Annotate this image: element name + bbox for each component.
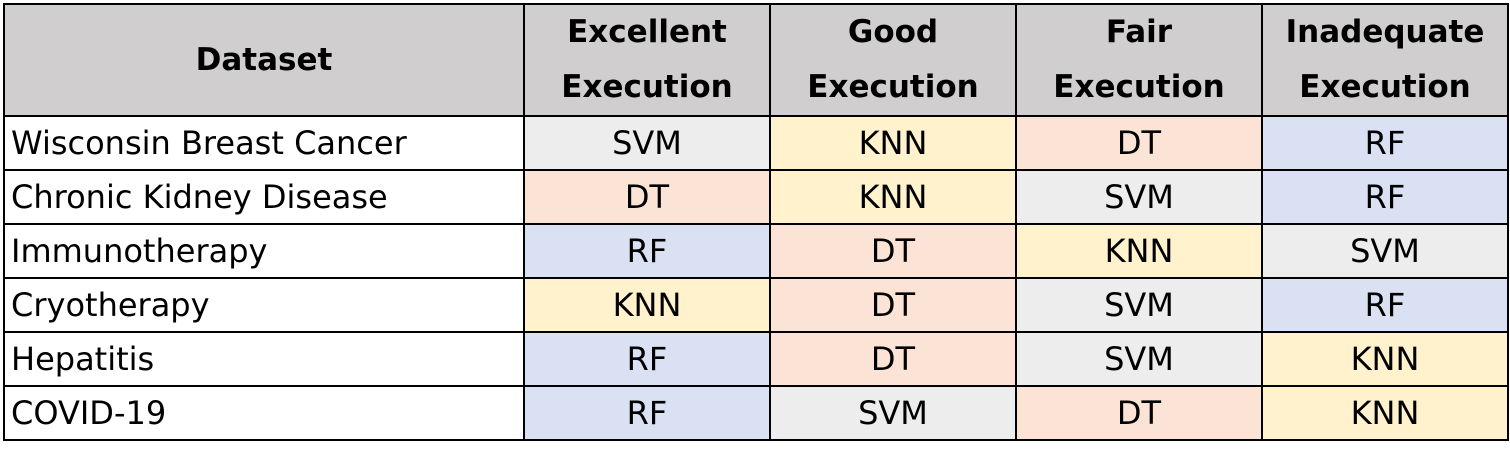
result-cell: DT (769, 223, 1017, 279)
header-inadequate-line2: Execution (1299, 69, 1471, 105)
result-cell: RF (523, 331, 771, 387)
header-fair-execution: Fair Execution (1015, 3, 1263, 117)
result-cell: DT (1015, 115, 1263, 171)
header-excellent-line2: Execution (561, 69, 733, 105)
result-cell: DT (1015, 385, 1263, 441)
result-cell: RF (1261, 115, 1509, 171)
result-cell: RF (1261, 277, 1509, 333)
table-row: Immunotherapy RF DT KNN SVM (3, 223, 1509, 279)
header-inadequate-line1: Inadequate (1285, 14, 1485, 50)
result-cell: RF (1261, 169, 1509, 225)
table-row: Wisconsin Breast Cancer SVM KNN DT RF (3, 115, 1509, 171)
result-cell: RF (523, 385, 771, 441)
dataset-cell: Hepatitis (3, 331, 525, 387)
header-excellent-execution: Excellent Execution (523, 3, 771, 117)
result-cell: KNN (769, 115, 1017, 171)
header-fair-line1: Fair (1105, 14, 1173, 50)
result-cell: SVM (523, 115, 771, 171)
result-cell: KNN (1261, 331, 1509, 387)
header-good-line2: Execution (807, 69, 979, 105)
results-table: Dataset Excellent Execution Good Execution… (3, 3, 1509, 441)
header-good-execution: Good Execution (769, 3, 1017, 117)
result-cell: SVM (1261, 223, 1509, 279)
result-cell: KNN (1261, 385, 1509, 441)
dataset-cell: Cryotherapy (3, 277, 525, 333)
table-row: Cryotherapy KNN DT SVM RF (3, 277, 1509, 333)
result-cell: SVM (1015, 277, 1263, 333)
result-cell: DT (523, 169, 771, 225)
result-cell: DT (769, 277, 1017, 333)
header-inadequate-execution: Inadequate Execution (1261, 3, 1509, 117)
table-row: Hepatitis RF DT SVM KNN (3, 331, 1509, 387)
header-fair-line2: Execution (1053, 69, 1225, 105)
result-cell: SVM (1015, 331, 1263, 387)
result-cell: SVM (769, 385, 1017, 441)
header-good-line1: Good (847, 14, 939, 50)
result-cell: KNN (1015, 223, 1263, 279)
header-row: Dataset Excellent Execution Good Execution… (3, 3, 1509, 117)
dataset-cell: Chronic Kidney Disease (3, 169, 525, 225)
result-cell: SVM (1015, 169, 1263, 225)
result-cell: RF (523, 223, 771, 279)
header-dataset-label: Dataset (195, 41, 333, 78)
dataset-cell: Wisconsin Breast Cancer (3, 115, 525, 171)
dataset-cell: COVID-19 (3, 385, 525, 441)
header-dataset: Dataset (3, 3, 525, 117)
header-excellent-line1: Excellent (567, 14, 727, 50)
table-row: COVID-19 RF SVM DT KNN (3, 385, 1509, 441)
dataset-cell: Immunotherapy (3, 223, 525, 279)
result-cell: DT (769, 331, 1017, 387)
table-row: Chronic Kidney Disease DT KNN SVM RF (3, 169, 1509, 225)
result-cell: KNN (769, 169, 1017, 225)
result-cell: KNN (523, 277, 771, 333)
